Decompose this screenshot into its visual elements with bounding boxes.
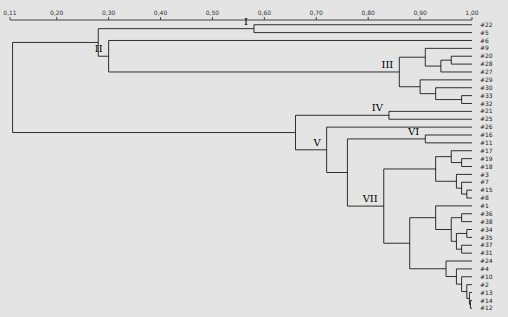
svg-text:#16: #16	[480, 131, 493, 138]
svg-text:#17: #17	[480, 147, 493, 154]
svg-text:0,11: 0,11	[8, 9, 17, 16]
svg-text:VII: VII	[362, 193, 378, 204]
svg-text:#14: #14	[480, 297, 493, 304]
svg-text:#36: #36	[480, 210, 493, 217]
svg-text:II: II	[95, 43, 103, 54]
svg-text:#11: #11	[480, 139, 493, 146]
svg-text:#24: #24	[480, 257, 493, 264]
svg-text:I: I	[244, 16, 248, 27]
svg-text:#2: #2	[480, 281, 489, 288]
svg-text:#6: #6	[480, 37, 489, 44]
svg-text:#29: #29	[480, 76, 493, 83]
svg-text:#35: #35	[480, 234, 493, 241]
svg-text:#4: #4	[480, 265, 489, 272]
svg-text:0,80: 0,80	[362, 9, 376, 16]
svg-text:#12: #12	[480, 304, 493, 311]
svg-text:0,70: 0,70	[310, 9, 324, 16]
svg-text:0,30: 0,30	[102, 9, 116, 16]
svg-text:0,90: 0,90	[413, 9, 427, 16]
svg-text:0,20: 0,20	[50, 9, 64, 16]
svg-text:IV: IV	[372, 102, 384, 113]
svg-text:#30: #30	[480, 84, 493, 91]
svg-text:#38: #38	[480, 218, 493, 225]
svg-text:0,60: 0,60	[258, 9, 272, 16]
svg-text:#34: #34	[480, 226, 493, 233]
svg-text:#9: #9	[480, 44, 489, 51]
svg-text:#8: #8	[480, 194, 489, 201]
svg-text:1,00: 1,00	[465, 9, 479, 16]
svg-text:0,50: 0,50	[206, 9, 220, 16]
svg-text:#22: #22	[480, 21, 493, 28]
svg-text:#33: #33	[480, 92, 493, 99]
svg-text:#19: #19	[480, 155, 493, 162]
svg-text:#13: #13	[480, 289, 493, 296]
svg-text:#21: #21	[480, 107, 493, 114]
svg-text:#18: #18	[480, 163, 493, 170]
svg-text:#28: #28	[480, 60, 493, 67]
svg-text:#7: #7	[480, 178, 489, 185]
svg-text:#26: #26	[480, 123, 493, 130]
svg-text:#1: #1	[480, 202, 489, 209]
svg-text:#15: #15	[480, 186, 493, 193]
svg-text:#20: #20	[480, 52, 493, 59]
svg-text:V: V	[312, 137, 321, 148]
svg-text:#10: #10	[480, 273, 493, 280]
svg-text:VI: VI	[407, 126, 419, 137]
svg-text:#31: #31	[480, 249, 493, 256]
svg-text:0,40: 0,40	[154, 9, 168, 16]
svg-text:III: III	[381, 59, 393, 70]
svg-text:#27: #27	[480, 68, 493, 75]
svg-text:#32: #32	[480, 100, 493, 107]
svg-text:#5: #5	[480, 29, 489, 36]
svg-text:#3: #3	[480, 171, 489, 178]
svg-text:#25: #25	[480, 115, 493, 122]
svg-text:#37: #37	[480, 241, 493, 248]
